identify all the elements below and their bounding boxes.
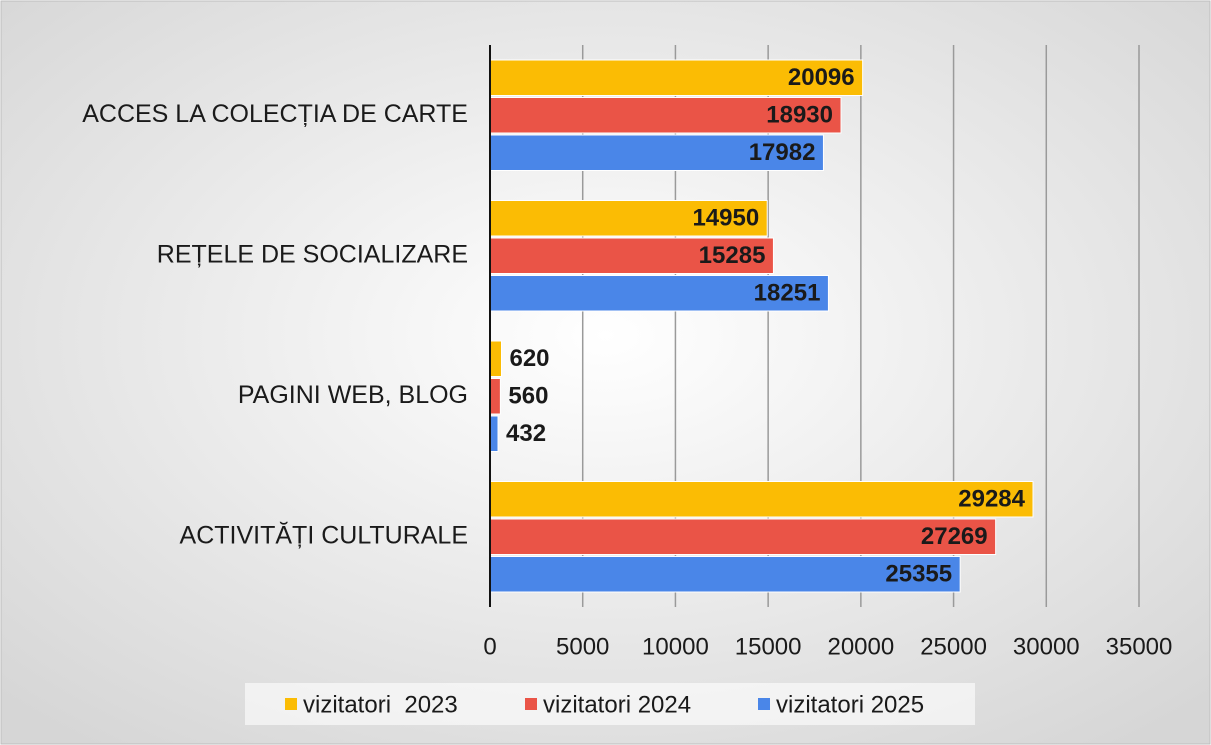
legend-marker [758,698,770,710]
value-label: 15285 [699,242,766,269]
x-tick-label: 35000 [1106,633,1173,660]
value-label: 432 [506,420,546,447]
x-tick-label: 5000 [556,633,609,660]
bar [489,340,502,377]
value-label: 27269 [921,523,988,550]
value-label: 20096 [788,64,855,91]
x-tick-label: 20000 [827,633,894,660]
bar [489,481,1034,518]
category-label: ACCES LA COLECȚIA DE CARTE [82,100,468,128]
value-label: 17982 [749,139,816,166]
value-label: 29284 [958,486,1025,513]
bar [489,59,864,96]
legend-label: vizitatori 2024 [543,691,691,718]
bar [489,518,997,555]
x-tick-label: 15000 [735,633,802,660]
legend-marker [525,698,537,710]
legend-label: vizitatori 2023 [303,691,458,718]
legend-marker [285,698,297,710]
value-label: 14950 [692,205,759,232]
value-label: 25355 [885,561,952,588]
bar [489,556,961,593]
legend-box [245,683,975,725]
category-label: PAGINI WEB, BLOG [238,381,468,409]
category-label: REȚELE DE SOCIALIZARE [157,240,468,268]
bar [489,415,499,452]
value-label: 18930 [766,102,833,129]
x-tick-label: 0 [483,633,496,660]
bar [489,134,824,171]
value-label: 560 [508,383,548,410]
bar [489,378,501,415]
bar [489,275,829,312]
bar [489,200,768,237]
legend: vizitatori 2023 vizitatori 2024 vizitatori… [285,691,924,718]
category-label: ACTIVITĂȚI CULTURALE [180,520,468,549]
x-tick-label: 10000 [642,633,709,660]
legend-label: vizitatori 2025 [776,691,924,718]
x-tick-label: 25000 [920,633,987,660]
value-label: 620 [509,345,549,372]
value-label: 18251 [754,280,821,307]
x-tick-label: 30000 [1013,633,1080,660]
